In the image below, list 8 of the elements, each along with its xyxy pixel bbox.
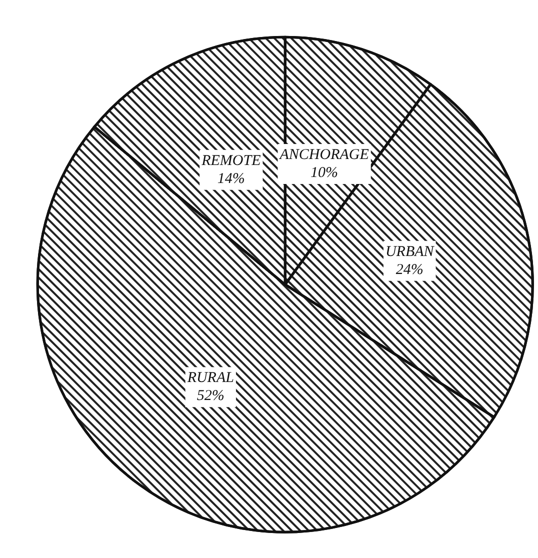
data-label: 52% — [196, 388, 224, 404]
data-label: 24% — [396, 262, 424, 278]
data-label: 10% — [310, 165, 338, 182]
slice-label: ANCHORAGE — [278, 147, 369, 164]
slice-label: REMOTE — [200, 152, 261, 169]
data-label: 14% — [217, 170, 245, 187]
slice-label: URBAN — [385, 244, 435, 260]
slice-label: RURAL — [186, 370, 234, 386]
